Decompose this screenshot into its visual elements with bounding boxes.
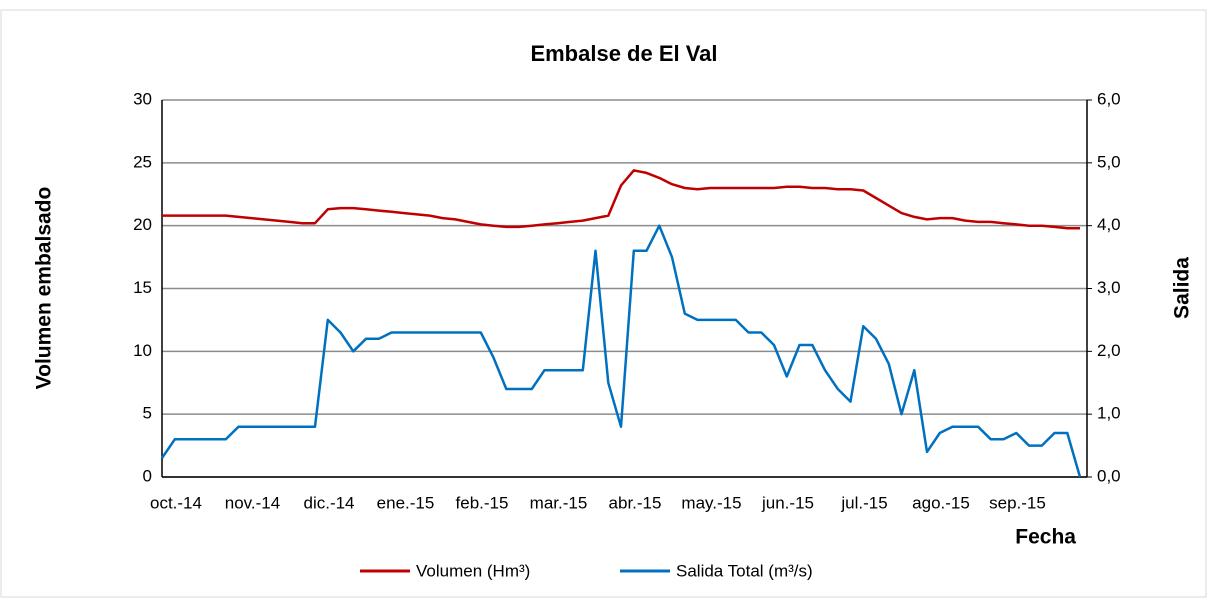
y2-axis-title: Salida bbox=[1171, 257, 1194, 319]
y2-tick-label: 5,0 bbox=[1097, 152, 1121, 171]
y2-tick-label: 4,0 bbox=[1097, 215, 1121, 234]
x-tick-label: may.-15 bbox=[681, 493, 741, 512]
x-tick-label: ene.-15 bbox=[377, 493, 435, 512]
x-tick-label: jul.-15 bbox=[840, 493, 887, 512]
y-axis-title: Volumen embalsado bbox=[33, 187, 56, 390]
y2-tick-label: 3,0 bbox=[1097, 278, 1121, 297]
x-tick-label: mar.-15 bbox=[530, 493, 588, 512]
x-axis-title: Fecha bbox=[1015, 526, 1076, 549]
chart-title: Embalse de El Val bbox=[530, 41, 717, 66]
y-tick-label: 10 bbox=[133, 341, 152, 360]
series-line bbox=[160, 224, 1082, 478]
x-tick-label: sep.-15 bbox=[989, 493, 1046, 512]
y-tick-label: 30 bbox=[133, 89, 152, 108]
legend-label: Salida Total (m³/s) bbox=[676, 561, 813, 580]
y2-tick-label: 0,0 bbox=[1097, 466, 1121, 485]
y2-tick-label: 2,0 bbox=[1097, 341, 1121, 360]
y-tick-label: 15 bbox=[133, 278, 152, 297]
x-tick-label: feb.-15 bbox=[456, 493, 509, 512]
y-tick-label: 5 bbox=[143, 404, 152, 423]
y2-tick-label: 6,0 bbox=[1097, 89, 1121, 108]
y-tick-label: 25 bbox=[133, 152, 152, 171]
y-tick-label: 20 bbox=[133, 215, 152, 234]
series-line bbox=[162, 169, 1080, 230]
legend-label: Volumen (Hm³) bbox=[416, 561, 530, 580]
x-tick-label: abr.-15 bbox=[609, 493, 662, 512]
chart-frame bbox=[0, 9, 1207, 598]
y-tick-label: 0 bbox=[143, 466, 152, 485]
x-tick-label: nov.-14 bbox=[225, 493, 280, 512]
x-tick-label: jun.-15 bbox=[761, 493, 814, 512]
y2-tick-label: 1,0 bbox=[1097, 404, 1121, 423]
x-tick-label: oct.-14 bbox=[150, 493, 202, 512]
x-tick-label: ago.-15 bbox=[912, 493, 970, 512]
x-tick-label: dic.-14 bbox=[303, 493, 354, 512]
